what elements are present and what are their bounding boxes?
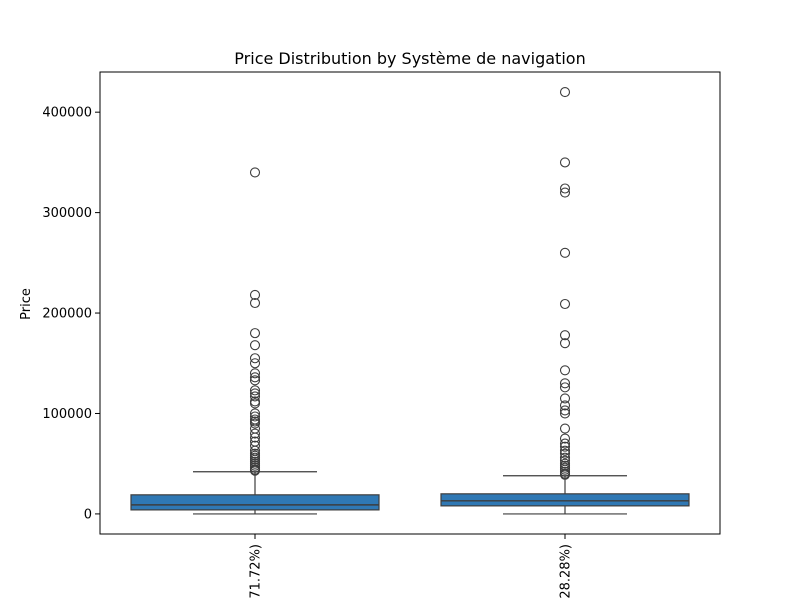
outlier-point <box>249 297 261 309</box>
outlier-point <box>559 405 571 416</box>
outlier-point <box>249 398 261 409</box>
outlier-point <box>249 408 261 419</box>
box <box>130 494 380 511</box>
x-tick-label: 28.28%) <box>559 544 574 599</box>
outlier-point <box>249 368 261 379</box>
chart-title: Price Distribution by Système de navigat… <box>234 49 585 68</box>
y-tick-label: 200000 <box>42 307 92 322</box>
outlier-point <box>559 330 571 341</box>
outlier-point <box>559 400 571 411</box>
outlier-point <box>249 440 261 451</box>
outlier-point <box>559 423 571 434</box>
outlier-point <box>559 382 571 393</box>
outlier-point <box>249 328 261 339</box>
outlier-point <box>249 391 261 402</box>
outlier-point <box>559 365 571 376</box>
outlier-point <box>249 340 261 351</box>
outlier-point <box>559 445 571 456</box>
outlier-point <box>249 388 261 399</box>
y-tick-label: 300000 <box>42 206 92 221</box>
outlier-point <box>249 428 261 439</box>
outlier-point <box>559 438 571 449</box>
y-tick-label: 400000 <box>42 106 92 121</box>
plot-area-frame <box>99 71 721 535</box>
outlier-point <box>249 167 261 178</box>
outlier-point <box>559 433 571 444</box>
box <box>440 493 690 507</box>
outlier-point <box>559 469 571 480</box>
outlier-point <box>249 358 261 369</box>
outlier-point <box>559 448 571 459</box>
outlier-point <box>559 298 571 310</box>
outlier-point <box>559 187 571 198</box>
outlier-point <box>249 411 261 422</box>
outlier-point <box>559 87 571 98</box>
outlier-point <box>559 157 571 168</box>
outlier-point <box>559 378 571 389</box>
outlier-point <box>559 338 571 349</box>
y-tick-label: 100000 <box>42 407 92 422</box>
outlier-point <box>559 183 571 194</box>
outlier-point <box>249 465 261 476</box>
outlier-point <box>559 452 571 463</box>
outlier-point <box>559 408 571 419</box>
outlier-point <box>249 289 261 301</box>
outlier-point <box>559 393 571 404</box>
outlier-point <box>249 353 261 364</box>
outlier-point <box>559 247 571 258</box>
box-group <box>440 87 690 515</box>
outlier-point <box>249 375 261 386</box>
y-tick-label: 0 <box>84 507 92 522</box>
box-group <box>130 167 380 515</box>
outlier-point <box>249 418 261 429</box>
outlier-point <box>249 372 261 383</box>
outlier-point <box>249 432 261 443</box>
outlier-point <box>249 385 261 396</box>
y-axis-label: Price <box>19 288 34 320</box>
outlier-point <box>559 441 571 452</box>
x-tick-label: 71.72%) <box>249 544 264 599</box>
